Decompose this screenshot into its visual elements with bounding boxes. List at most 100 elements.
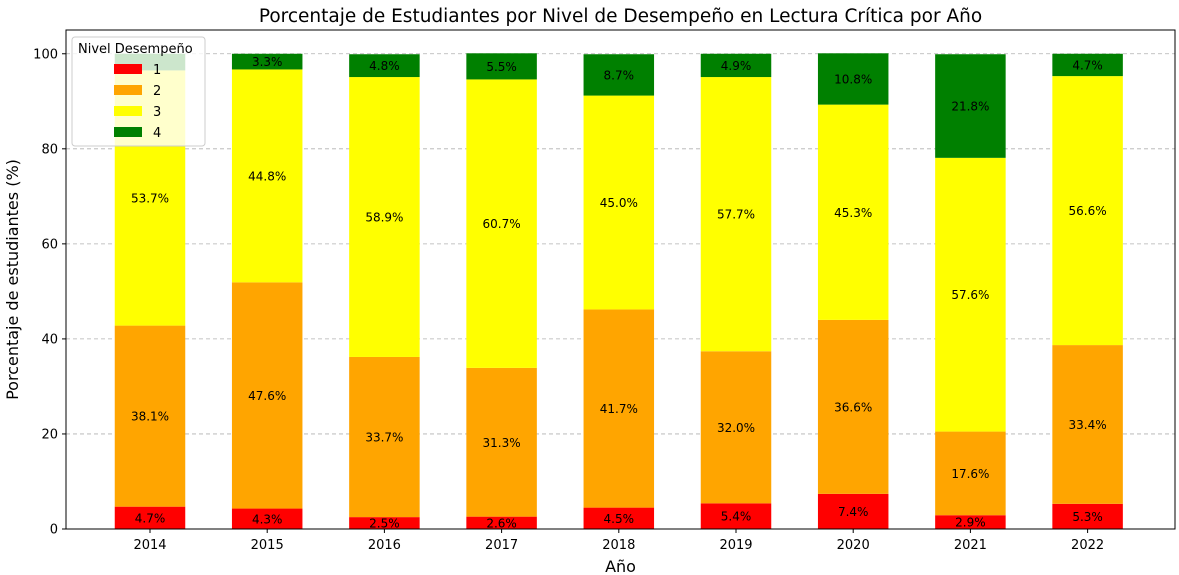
data-label: 53.7%	[131, 191, 169, 205]
y-axis-title: Porcentaje de estudiantes (%)	[3, 159, 22, 400]
data-label: 47.6%	[248, 389, 286, 403]
data-label: 44.8%	[248, 169, 286, 183]
data-label: 17.6%	[951, 467, 989, 481]
data-label: 5.4%	[721, 510, 752, 524]
data-label: 58.9%	[365, 211, 403, 225]
data-label: 33.7%	[365, 431, 403, 445]
legend-entry-label: 1	[153, 63, 161, 78]
bar-segment	[700, 77, 772, 352]
legend-entry-label: 2	[153, 84, 161, 99]
data-label: 10.8%	[834, 72, 872, 86]
y-axis: 0 20 40 60 80 100	[33, 47, 66, 538]
x-tick-label: 2022	[1071, 538, 1104, 553]
bar-segment	[700, 53, 772, 78]
data-label: 31.3%	[483, 436, 521, 450]
data-label: 56.6%	[1069, 204, 1107, 218]
y-tick-label: 100	[33, 47, 58, 62]
x-axis: 2014 2015 2016 2017 2018 2019 2020 2021 2022	[133, 529, 1104, 553]
data-label: 21.8%	[951, 100, 989, 114]
x-tick-label: 2019	[719, 538, 752, 553]
data-label: 5.5%	[486, 60, 517, 74]
y-tick-label: 0	[50, 523, 58, 538]
bar-segment	[935, 431, 1006, 516]
data-label: 36.6%	[834, 400, 872, 414]
data-label: 4.3%	[252, 512, 283, 526]
bar-segment	[817, 493, 889, 529]
legend-swatch	[114, 106, 142, 116]
bar-segment	[466, 79, 537, 368]
legend-entry-label: 4	[153, 126, 161, 141]
bar-segment	[231, 53, 303, 70]
bar-segment	[231, 69, 303, 283]
data-label: 2.9%	[955, 516, 986, 530]
data-label: 5.3%	[1072, 510, 1103, 524]
data-label: 41.7%	[600, 402, 638, 416]
data-label: 38.1%	[131, 410, 169, 424]
x-tick-label: 2018	[602, 538, 635, 553]
data-label: 32.0%	[717, 421, 755, 435]
bar-segment	[114, 325, 186, 507]
data-label: 33.4%	[1069, 418, 1107, 432]
bar-segment	[1052, 345, 1123, 504]
data-label: 4.7%	[1072, 58, 1103, 72]
bar-segment	[583, 507, 655, 529]
data-label: 57.7%	[717, 208, 755, 222]
chart-title: Porcentaje de Estudiantes por Nivel de D…	[259, 6, 982, 27]
data-label: 45.3%	[834, 206, 872, 220]
data-label: 4.8%	[369, 59, 400, 73]
bar-segment	[583, 54, 655, 96]
data-label: 4.9%	[721, 59, 752, 73]
y-tick-label: 80	[41, 142, 58, 157]
x-tick-label: 2015	[251, 538, 284, 553]
data-label: 4.7%	[135, 511, 166, 525]
x-tick-label: 2020	[837, 538, 870, 553]
x-axis-title: Año	[605, 557, 636, 575]
data-label: 57.6%	[951, 288, 989, 302]
bar-segment	[466, 367, 537, 517]
x-tick-label: 2016	[368, 538, 401, 553]
bar-segment	[1052, 76, 1123, 346]
bar-segment	[349, 77, 420, 357]
data-label: 7.4%	[838, 505, 869, 519]
bar-segment	[583, 95, 655, 310]
bar-segment	[231, 282, 303, 509]
bar-segment	[817, 319, 889, 494]
data-label: 2.5%	[369, 517, 400, 531]
bar-segment	[349, 356, 420, 518]
plot-frame	[65, 29, 1176, 530]
bar-segment	[817, 104, 889, 320]
bar-segment	[466, 53, 537, 80]
bar-segment	[700, 351, 772, 504]
legend-swatch	[114, 127, 142, 137]
bar-segment	[935, 54, 1006, 158]
bar-segment	[583, 309, 655, 508]
bar-segment	[935, 157, 1006, 432]
y-tick-label: 40	[41, 332, 58, 347]
bar-segment	[817, 53, 889, 105]
legend-title: Nivel Desempeño	[78, 42, 193, 57]
data-label: 8.7%	[604, 68, 635, 82]
y-tick-label: 20	[41, 427, 58, 442]
x-tick-label: 2014	[133, 538, 166, 553]
data-label: 3.3%	[252, 55, 283, 69]
x-tick-label: 2017	[485, 538, 518, 553]
bar-segment	[114, 506, 186, 529]
bar-segment	[1052, 53, 1123, 77]
data-label: 45.0%	[600, 196, 638, 210]
data-label: 2.6%	[486, 516, 517, 530]
data-labels-group: 4.7%38.1%53.7%4.3%47.6%44.8%3.3%2.5%33.7…	[131, 55, 1107, 530]
legend-swatch	[114, 64, 142, 74]
legend-swatch	[114, 85, 142, 95]
x-tick-label: 2021	[954, 538, 987, 553]
bar-segment	[231, 508, 303, 529]
bar-segment	[466, 516, 537, 529]
legend-entry-label: 3	[153, 105, 161, 120]
data-label: 60.7%	[483, 217, 521, 231]
bar-segment	[935, 515, 1006, 529]
y-tick-label: 60	[41, 237, 58, 252]
bar-segment	[700, 503, 772, 529]
data-label: 4.5%	[604, 512, 635, 526]
bars-group	[114, 53, 1123, 529]
bar-segment	[1052, 503, 1123, 529]
bar-segment	[349, 517, 420, 529]
